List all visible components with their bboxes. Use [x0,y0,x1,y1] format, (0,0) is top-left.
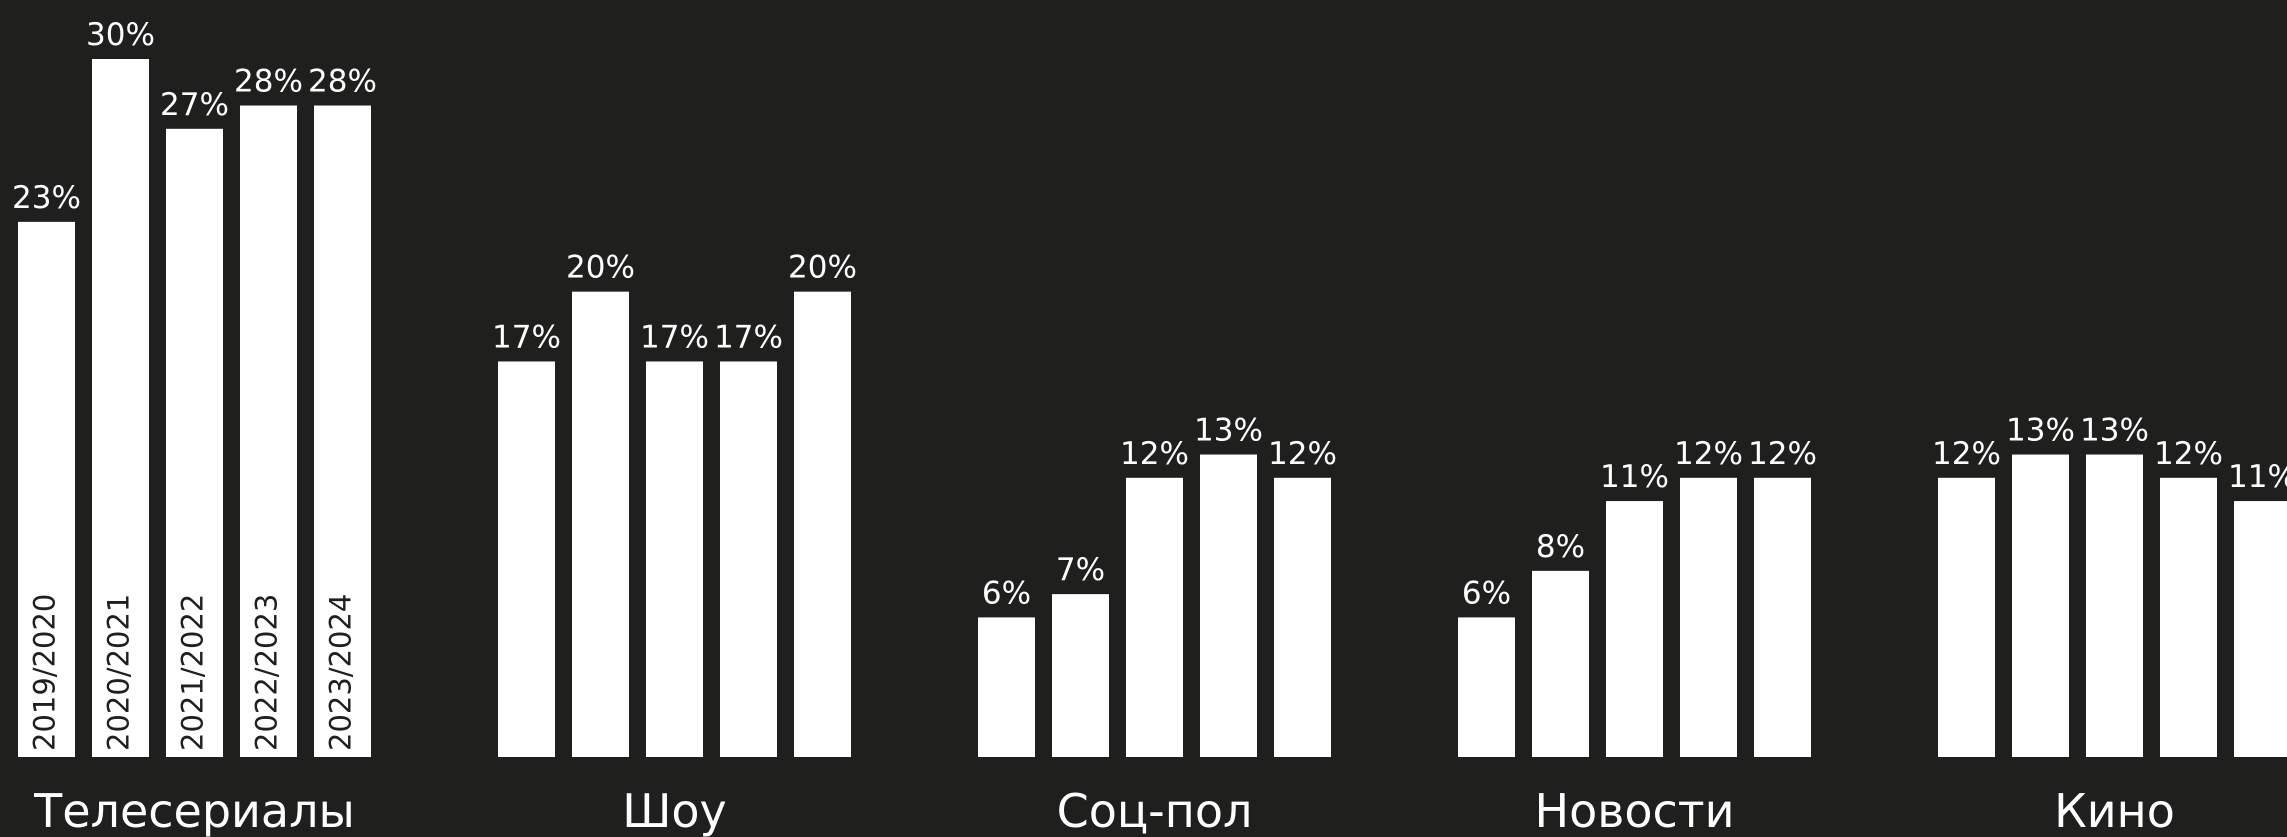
bar [978,617,1035,757]
value-label: 6% [982,575,1031,611]
bar [314,105,371,758]
labels-layer: 23%2019/202030%2020/202127%2021/202228%2… [12,17,2287,837]
series-year-label: 2019/2020 [28,594,62,751]
bar [1680,477,1737,757]
bar [2086,454,2143,757]
value-label: 12% [1748,436,1817,472]
category-label: Соц-пол [1057,784,1253,837]
category-label: Телесериалы [33,784,355,837]
bar [2234,501,2287,757]
bar [1938,477,1995,757]
bar [794,291,851,757]
value-label: 28% [234,64,303,100]
value-label: 17% [640,319,709,355]
bar [1754,477,1811,757]
value-label: 12% [1674,436,1743,472]
bar [1274,477,1331,757]
value-label: 13% [2080,413,2149,449]
bar [572,291,629,757]
series-year-label: 2021/2022 [176,594,210,751]
value-label: 11% [1600,459,1669,495]
category-label: Шоу [622,784,727,837]
value-label: 12% [1120,436,1189,472]
series-year-label: 2023/2024 [324,594,358,751]
value-label: 27% [160,87,229,123]
bar [1532,570,1589,757]
category-label: Новости [1535,784,1735,837]
value-label: 11% [2228,459,2287,495]
bar [92,59,149,757]
bar [2160,477,2217,757]
bar [1606,501,1663,757]
value-label: 20% [788,250,857,286]
value-label: 17% [492,319,561,355]
value-label: 17% [714,319,783,355]
bar [1126,477,1183,757]
series-year-label: 2022/2023 [250,594,284,751]
bars-layer [18,59,2287,758]
value-label: 20% [566,250,635,286]
value-label: 12% [1268,436,1337,472]
value-label: 12% [2154,436,2223,472]
bar [720,361,777,757]
bar [1458,617,1515,757]
value-label: 12% [1932,436,2001,472]
bar [18,221,75,757]
value-label: 28% [308,64,377,100]
bar [166,128,223,758]
value-label: 8% [1536,529,1585,565]
value-label: 13% [1194,413,1263,449]
category-label: Кино [2054,784,2175,837]
value-label: 30% [86,17,155,53]
bar [240,105,297,758]
bar [1200,454,1257,757]
bar [1052,594,1109,757]
bar [498,361,555,757]
bar [646,361,703,757]
bar [2012,454,2069,757]
value-label: 6% [1462,575,1511,611]
value-label: 13% [2006,413,2075,449]
value-label: 7% [1056,552,1105,588]
value-label: 23% [12,180,81,216]
series-year-label: 2020/2021 [102,594,136,751]
